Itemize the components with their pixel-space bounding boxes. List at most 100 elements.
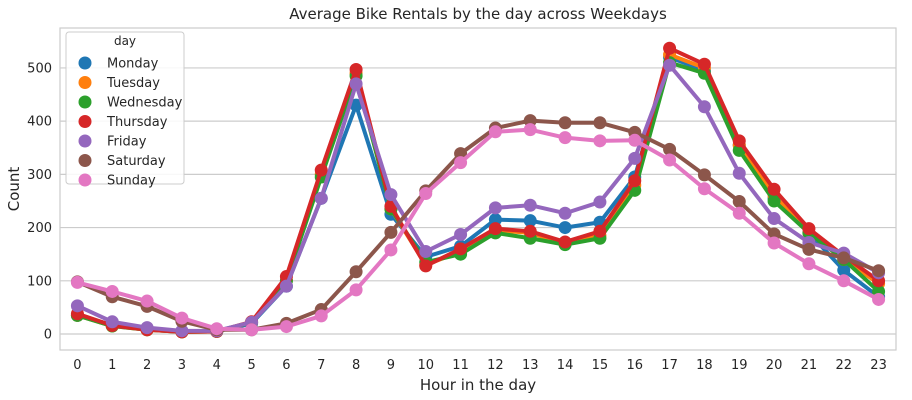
series-group <box>70 41 886 339</box>
x-tick-label: 2 <box>143 358 151 373</box>
data-point <box>767 236 781 250</box>
data-point <box>384 243 398 257</box>
data-point <box>697 100 711 114</box>
data-point <box>767 212 781 226</box>
legend-label: Tuesday <box>106 76 160 91</box>
data-point <box>663 142 677 156</box>
data-point <box>558 235 572 249</box>
data-point <box>558 206 572 220</box>
x-tick-label: 12 <box>487 358 504 373</box>
data-point <box>732 195 746 209</box>
x-tick-label: 9 <box>387 358 395 373</box>
legend-item-tuesday: Tuesday <box>78 76 160 91</box>
data-point <box>384 225 398 239</box>
y-tick-label: 200 <box>27 221 52 236</box>
x-tick-label: 11 <box>452 358 469 373</box>
legend-marker <box>78 95 92 109</box>
data-point <box>802 257 816 271</box>
legend-title: day <box>114 34 136 48</box>
legend-marker <box>78 173 92 187</box>
x-tick-label: 18 <box>696 358 713 373</box>
x-tick-label: 5 <box>247 358 255 373</box>
data-point <box>837 251 851 265</box>
legend-label: Monday <box>107 57 159 72</box>
y-tick-label: 500 <box>27 61 52 76</box>
data-point <box>454 156 468 170</box>
legend-label: Saturday <box>107 154 166 169</box>
x-tick-label: 6 <box>282 358 290 373</box>
legend-marker <box>78 56 92 70</box>
legend: day Monday Tuesday Wednesday Thursday Friday S… <box>65 31 185 189</box>
data-point <box>314 309 328 323</box>
x-tick-label: 21 <box>801 358 818 373</box>
data-point <box>732 166 746 180</box>
y-tick-label: 400 <box>27 115 52 130</box>
data-point <box>314 191 328 205</box>
x-tick-label: 0 <box>73 358 81 373</box>
data-point <box>384 188 398 202</box>
data-point <box>802 242 816 256</box>
data-point <box>558 116 572 130</box>
data-point <box>488 222 502 236</box>
x-tick-label: 15 <box>592 358 609 373</box>
data-point <box>454 228 468 242</box>
x-tick-label: 4 <box>213 358 221 373</box>
data-point <box>488 125 502 139</box>
x-tick-label: 13 <box>522 358 539 373</box>
x-tick-label: 8 <box>352 358 360 373</box>
data-point <box>105 284 119 298</box>
plot-area <box>59 27 897 351</box>
data-point <box>767 227 781 241</box>
data-point <box>70 299 84 313</box>
legend-item-monday: Monday <box>78 56 159 72</box>
x-tick-label: 19 <box>731 358 748 373</box>
data-point <box>279 320 293 334</box>
legend-item-saturday: Saturday <box>78 154 166 169</box>
data-point <box>245 323 259 337</box>
x-tick-label: 10 <box>417 358 434 373</box>
legend-item-friday: Friday <box>78 134 147 150</box>
data-point <box>697 182 711 196</box>
data-point <box>419 259 433 273</box>
legend-label: Friday <box>107 135 147 150</box>
data-point <box>488 201 502 215</box>
data-point <box>488 213 502 227</box>
x-tick-label: 14 <box>557 358 574 373</box>
legend-marker <box>78 134 92 148</box>
y-tick-label: 100 <box>27 274 52 289</box>
chart-title: Average Bike Rentals by the day across W… <box>289 5 667 23</box>
data-point <box>175 324 189 338</box>
data-point <box>628 151 642 165</box>
legend-label: Sunday <box>107 174 156 189</box>
data-point <box>454 147 468 161</box>
legend-frame <box>65 31 185 185</box>
data-point <box>105 315 119 329</box>
data-point <box>349 265 363 279</box>
x-tick-label: 22 <box>835 358 852 373</box>
x-tick-label: 20 <box>766 358 783 373</box>
data-point <box>419 245 433 259</box>
legend-item-wednesday: Wednesday <box>78 95 183 111</box>
gridlines <box>60 67 896 335</box>
data-point <box>767 182 781 196</box>
x-tick-label: 3 <box>178 358 186 373</box>
data-point <box>210 322 224 336</box>
x-axis-label: Hour in the day <box>420 376 536 394</box>
x-tick-label: 7 <box>317 358 325 373</box>
series-sunday <box>70 123 886 337</box>
data-point <box>419 187 433 201</box>
legend-item-thursday: Thursday <box>78 115 168 130</box>
data-point <box>663 58 677 72</box>
data-point <box>593 116 607 130</box>
data-point <box>837 274 851 288</box>
data-point <box>349 98 363 112</box>
data-point <box>523 214 537 228</box>
data-point <box>279 279 293 293</box>
data-point <box>593 134 607 148</box>
data-point <box>558 221 572 235</box>
data-point <box>872 264 886 278</box>
data-point <box>140 294 154 308</box>
data-point <box>663 153 677 167</box>
data-point <box>454 242 468 256</box>
